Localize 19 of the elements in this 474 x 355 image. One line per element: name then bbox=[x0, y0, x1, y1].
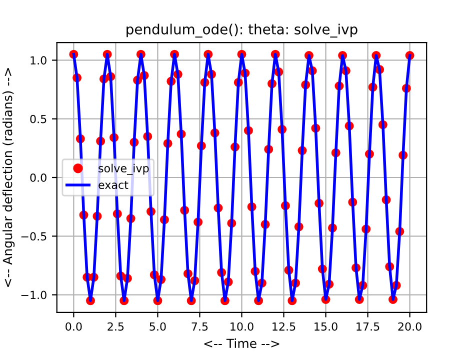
y-tick-label: 0.0 bbox=[30, 173, 46, 182]
y-tick-label: −0.5 bbox=[21, 232, 46, 241]
x-tick-label: 17.5 bbox=[356, 322, 380, 331]
chart-title: pendulum_ode(): theta: solve_ivp bbox=[126, 24, 358, 38]
x-tick-label: 7.5 bbox=[192, 322, 208, 331]
x-axis-title: <-- Time --> bbox=[204, 338, 280, 348]
y-tick-label: 1.0 bbox=[30, 56, 46, 65]
x-tick-label: 12.5 bbox=[272, 322, 296, 331]
y-tick-label: −1.0 bbox=[21, 290, 46, 300]
x-tick-label: 10.0 bbox=[230, 322, 254, 331]
x-tick-label: 5.0 bbox=[150, 322, 166, 331]
legend-label: solve_ivp bbox=[98, 164, 149, 175]
x-tick-label: 15.0 bbox=[314, 322, 338, 331]
y-axis-title: <-- Angular deflection (radians) --> bbox=[2, 68, 15, 287]
x-tick-label: 20.0 bbox=[398, 322, 422, 331]
legend-label: exact bbox=[98, 181, 128, 190]
y-tick-label: 0.5 bbox=[30, 114, 46, 124]
x-tick-label: 0.0 bbox=[66, 322, 82, 331]
x-tick-label: 2.5 bbox=[108, 322, 124, 331]
